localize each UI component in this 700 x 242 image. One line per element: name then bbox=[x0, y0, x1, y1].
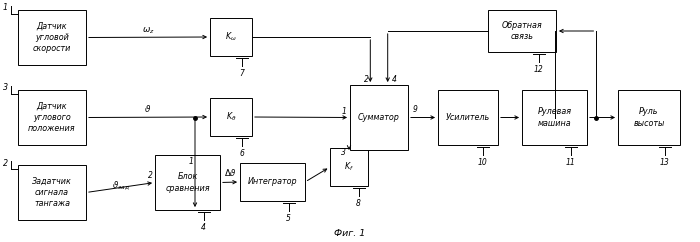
Text: 2: 2 bbox=[148, 172, 153, 181]
Text: $\omega_z$: $\omega_z$ bbox=[141, 25, 154, 36]
Text: Интегратор: Интегратор bbox=[248, 177, 298, 187]
Bar bbox=[18, 90, 86, 145]
Text: 5: 5 bbox=[286, 214, 291, 223]
Text: Датчик
углового
положения: Датчик углового положения bbox=[28, 102, 76, 133]
Text: 3: 3 bbox=[341, 148, 346, 157]
Text: Усилитель: Усилитель bbox=[446, 113, 490, 122]
Bar bbox=[488, 10, 556, 52]
Text: 11: 11 bbox=[566, 158, 575, 167]
Text: Датчик
угловой
скорости: Датчик угловой скорости bbox=[33, 22, 71, 53]
Text: Сумматор: Сумматор bbox=[358, 113, 400, 122]
Text: 13: 13 bbox=[659, 158, 669, 167]
Text: 6: 6 bbox=[239, 149, 244, 158]
Bar bbox=[18, 10, 86, 65]
Text: Рулевая
машина: Рулевая машина bbox=[538, 107, 572, 128]
Bar bbox=[522, 90, 587, 145]
Bar bbox=[330, 148, 368, 186]
Text: 4: 4 bbox=[392, 75, 397, 84]
Text: 4: 4 bbox=[202, 223, 206, 232]
Text: $\vartheta$: $\vartheta$ bbox=[144, 104, 152, 114]
Bar bbox=[618, 90, 680, 145]
Text: 8: 8 bbox=[356, 199, 361, 208]
Text: 7: 7 bbox=[239, 69, 244, 78]
Text: Обратная
связь: Обратная связь bbox=[502, 21, 542, 41]
Text: Задатчик
сигнала
тангажа: Задатчик сигнала тангажа bbox=[32, 177, 72, 208]
Bar bbox=[438, 90, 498, 145]
Text: 10: 10 bbox=[478, 158, 488, 167]
Text: 9: 9 bbox=[413, 106, 418, 114]
Text: $K_{\omega}$: $K_{\omega}$ bbox=[225, 31, 237, 43]
Bar bbox=[155, 155, 220, 210]
Text: 2: 2 bbox=[364, 75, 369, 84]
Text: 2: 2 bbox=[3, 159, 8, 167]
Text: Блок
сравнения: Блок сравнения bbox=[165, 173, 210, 193]
Text: $\vartheta_{\mathit{зад}}$: $\vartheta_{\mathit{зад}}$ bbox=[111, 179, 130, 192]
Bar bbox=[18, 165, 86, 220]
Bar bbox=[210, 18, 252, 56]
Text: 12: 12 bbox=[534, 65, 544, 74]
Bar bbox=[210, 98, 252, 136]
Text: $\Delta\vartheta$: $\Delta\vartheta$ bbox=[223, 167, 237, 179]
Text: 1: 1 bbox=[189, 157, 194, 166]
Bar bbox=[240, 163, 305, 201]
Text: 1: 1 bbox=[3, 3, 8, 13]
Text: 1: 1 bbox=[342, 107, 347, 116]
Text: 3: 3 bbox=[3, 83, 8, 92]
Text: $K_{\vartheta}$: $K_{\vartheta}$ bbox=[225, 111, 237, 123]
Bar bbox=[350, 85, 408, 150]
Text: Фиг. 1: Фиг. 1 bbox=[335, 229, 365, 239]
Text: Руль
высоты: Руль высоты bbox=[634, 107, 665, 128]
Text: $K_{f}$: $K_{f}$ bbox=[344, 161, 354, 173]
